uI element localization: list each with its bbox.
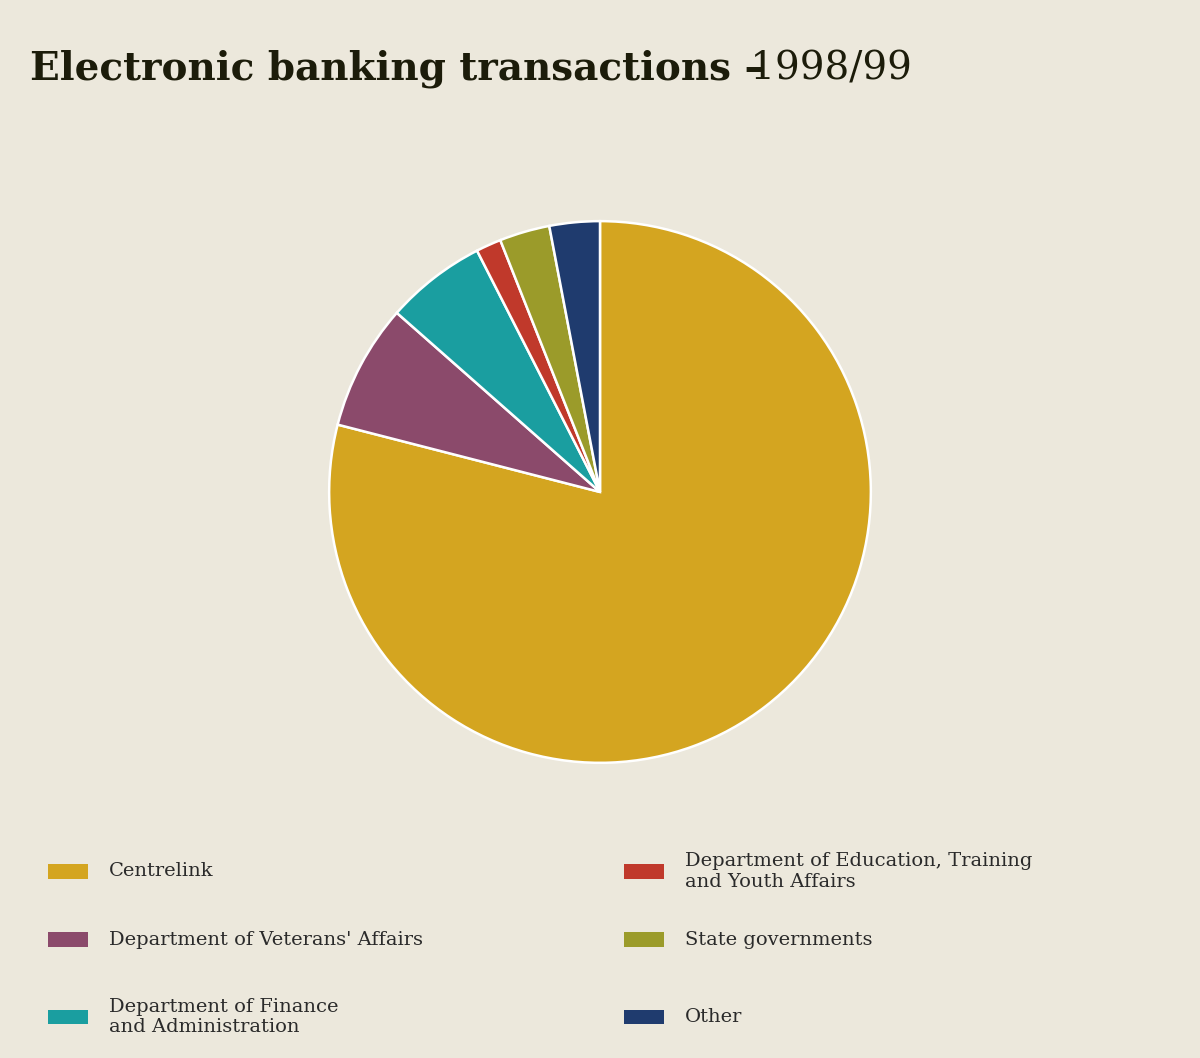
Text: Department of Finance
and Administration: Department of Finance and Administration: [109, 998, 338, 1037]
Wedge shape: [329, 221, 871, 763]
Bar: [48, 864, 88, 879]
Wedge shape: [397, 251, 600, 492]
Bar: [48, 1009, 88, 1024]
Text: State governments: State governments: [685, 931, 872, 949]
Wedge shape: [550, 221, 600, 492]
Text: Department of Education, Training
and Youth Affairs: Department of Education, Training and Yo…: [685, 852, 1032, 891]
Text: 1998/99: 1998/99: [738, 51, 912, 87]
Bar: [624, 932, 664, 947]
Text: Department of Veterans' Affairs: Department of Veterans' Affairs: [109, 931, 424, 949]
Text: Electronic banking transactions –: Electronic banking transactions –: [30, 50, 764, 88]
Text: Other: Other: [685, 1008, 743, 1026]
Bar: [624, 1009, 664, 1024]
Bar: [624, 864, 664, 879]
Wedge shape: [478, 240, 600, 492]
Bar: [48, 932, 88, 947]
Text: Centrelink: Centrelink: [109, 862, 214, 880]
Wedge shape: [337, 313, 600, 492]
Wedge shape: [500, 226, 600, 492]
